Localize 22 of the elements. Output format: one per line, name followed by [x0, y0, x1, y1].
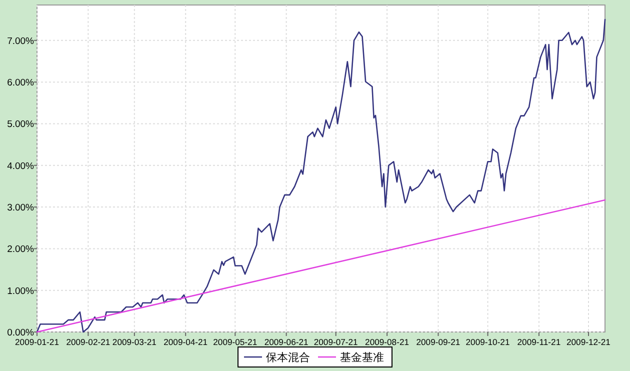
x-tick-label: 2009-09-21	[416, 337, 460, 347]
y-tick-label: 0.00%	[7, 328, 35, 338]
x-tick-label: 2009-10-21	[466, 337, 510, 347]
x-tick-label: 2009-03-21	[112, 337, 157, 347]
y-tick-label: 4.00%	[7, 160, 35, 172]
y-tick-label: 5.00%	[7, 119, 35, 130]
x-tick-label: 2009-01-21	[15, 337, 60, 347]
x-tick-label: 2009-08-21	[365, 337, 410, 347]
legend-label: 保本混合	[266, 351, 310, 364]
y-tick-label: 7.00%	[7, 36, 35, 47]
x-tick-label: 2009-05-21	[213, 337, 258, 347]
x-tick-label: 2009-02-21	[66, 337, 110, 347]
y-tick-label: 3.00%	[7, 202, 35, 214]
x-tick-label: 2009-12-21	[566, 337, 611, 347]
y-tick-label: 6.00%	[7, 78, 35, 89]
x-tick-label: 2009-06-21	[264, 337, 309, 347]
x-tick-label: 2009-04-21	[164, 337, 208, 347]
legend-label: 基金基准	[340, 351, 384, 364]
y-tick-label: 2.00%	[7, 244, 35, 256]
x-tick-label: 2009-07-21	[314, 337, 358, 347]
x-tick-label: 2009-11-21	[517, 337, 561, 347]
y-tick-label: 1.00%	[7, 286, 35, 297]
